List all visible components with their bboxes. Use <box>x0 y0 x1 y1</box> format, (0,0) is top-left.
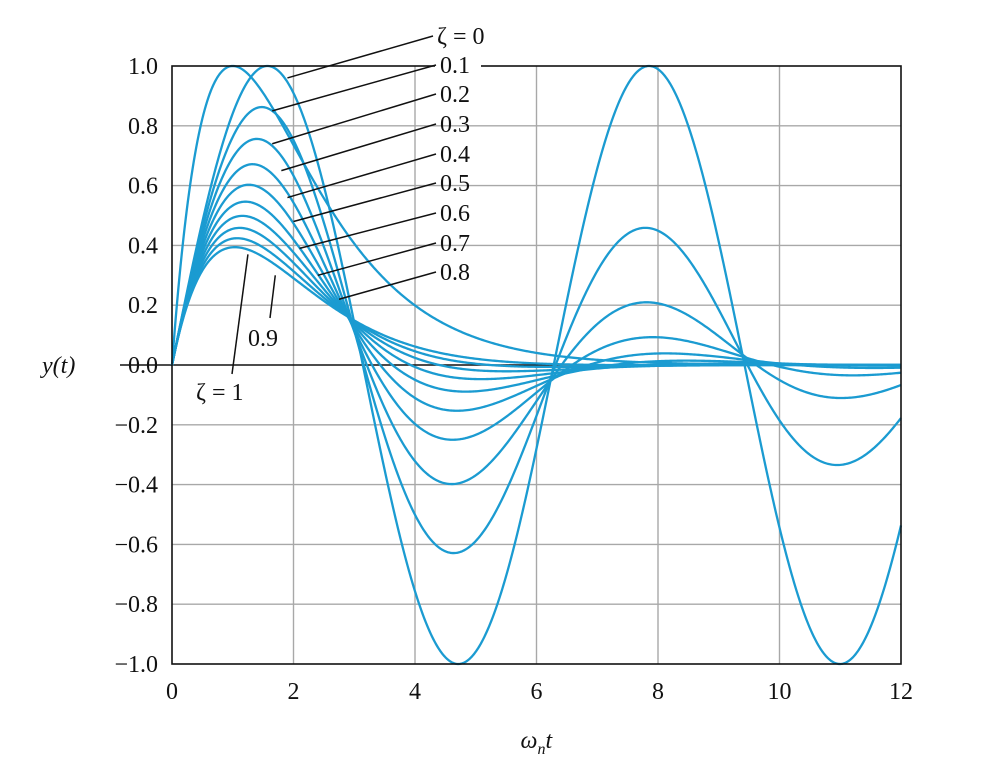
annotation-label: 0.1 <box>440 53 470 79</box>
annotation-label: 0.5 <box>440 171 470 197</box>
y-tick-label: −1.0 <box>114 652 158 678</box>
x-tick-label: 4 <box>409 679 421 705</box>
annotation-leader <box>231 254 249 375</box>
y-axis-label: y(t) <box>40 353 75 379</box>
annotation-leader <box>281 123 437 172</box>
y-tick-label: −0.2 <box>114 413 158 439</box>
x-tick-label: 6 <box>531 679 543 705</box>
annotation-leader <box>317 242 437 277</box>
y-tick-label: 0.4 <box>128 233 158 259</box>
series-line-10 <box>170 64 901 367</box>
annotation: 0.1 <box>272 53 470 112</box>
annotation-leader <box>287 153 437 199</box>
y-tick-label: 0.0 <box>128 353 158 379</box>
annotation: ζ = 0 <box>287 24 484 79</box>
y-tick-label: 0.6 <box>128 174 158 200</box>
plot-frame <box>171 65 902 665</box>
annotation-label: 0.3 <box>440 112 470 138</box>
annotation-leader <box>272 93 437 145</box>
x-tick-label: 8 <box>652 679 664 705</box>
y-tick-label: 0.8 <box>128 114 158 140</box>
annotation-leader <box>299 212 437 250</box>
x-tick-label: 0 <box>166 679 178 705</box>
annotation-leader <box>272 64 437 112</box>
annotation-label: 0.8 <box>440 260 470 286</box>
annotation: 0.2 <box>272 82 470 145</box>
x-axis-label: ωnt <box>521 728 554 758</box>
y-tick-label: −0.4 <box>114 473 158 499</box>
annotation: 0.7 <box>317 231 470 277</box>
x-axis-label-omega: ω <box>521 728 538 754</box>
annotations: ζ = 0 0.1 0.2 0.3 0.4 0.5 0.6 0.7 0.8 0.9 ζ = 1 <box>196 24 484 406</box>
annotation-leader <box>287 35 434 79</box>
series-line-2 <box>170 137 902 486</box>
y-tick-label: −0.6 <box>114 532 158 558</box>
annotation: 0.4 <box>287 142 470 199</box>
annotation-label: 0.4 <box>440 142 470 168</box>
x-axis-label-sub: n <box>537 741 545 758</box>
x-axis-ticks: 0 2 4 6 8 10 12 <box>166 679 913 705</box>
series-group <box>170 64 903 666</box>
y-tick-label: 1.0 <box>128 54 158 80</box>
x-tick-label: 2 <box>288 679 300 705</box>
annotation: 0.6 <box>299 201 470 250</box>
y-tick-label: −0.8 <box>114 592 158 618</box>
x-tick-label: 12 <box>889 679 913 705</box>
annotation-label: 0.7 <box>440 231 470 257</box>
annotation-label: 0.6 <box>440 201 470 227</box>
annotation-leader <box>338 271 437 300</box>
series-line-1 <box>170 105 902 555</box>
y-tick-label: 0.2 <box>128 293 158 319</box>
x-axis-label-t: t <box>545 728 553 754</box>
annotation-label: ζ = 0 <box>437 24 484 50</box>
annotation-leader <box>293 182 437 223</box>
annotation-label: 0.2 <box>440 82 470 108</box>
annotation-leader <box>269 275 277 319</box>
annotation: 0.8 <box>338 260 470 300</box>
series-line-0 <box>170 64 903 666</box>
x-tick-label: 10 <box>768 679 792 705</box>
y-axis-ticks: 1.0 0.8 0.6 0.4 0.2 0.0 −0.2 −0.4 −0.6 −0.8 −1.0 <box>114 54 158 678</box>
annotation: ζ = 1 <box>196 254 249 406</box>
annotation: 0.3 <box>281 112 470 172</box>
annotation: 0.5 <box>293 171 470 223</box>
annotation: 0.9 <box>248 275 278 352</box>
annotation-label: ζ = 1 <box>196 380 243 406</box>
series-line-3 <box>170 163 902 441</box>
annotation-label: 0.9 <box>248 326 278 352</box>
annotation-label-bg <box>435 55 481 77</box>
